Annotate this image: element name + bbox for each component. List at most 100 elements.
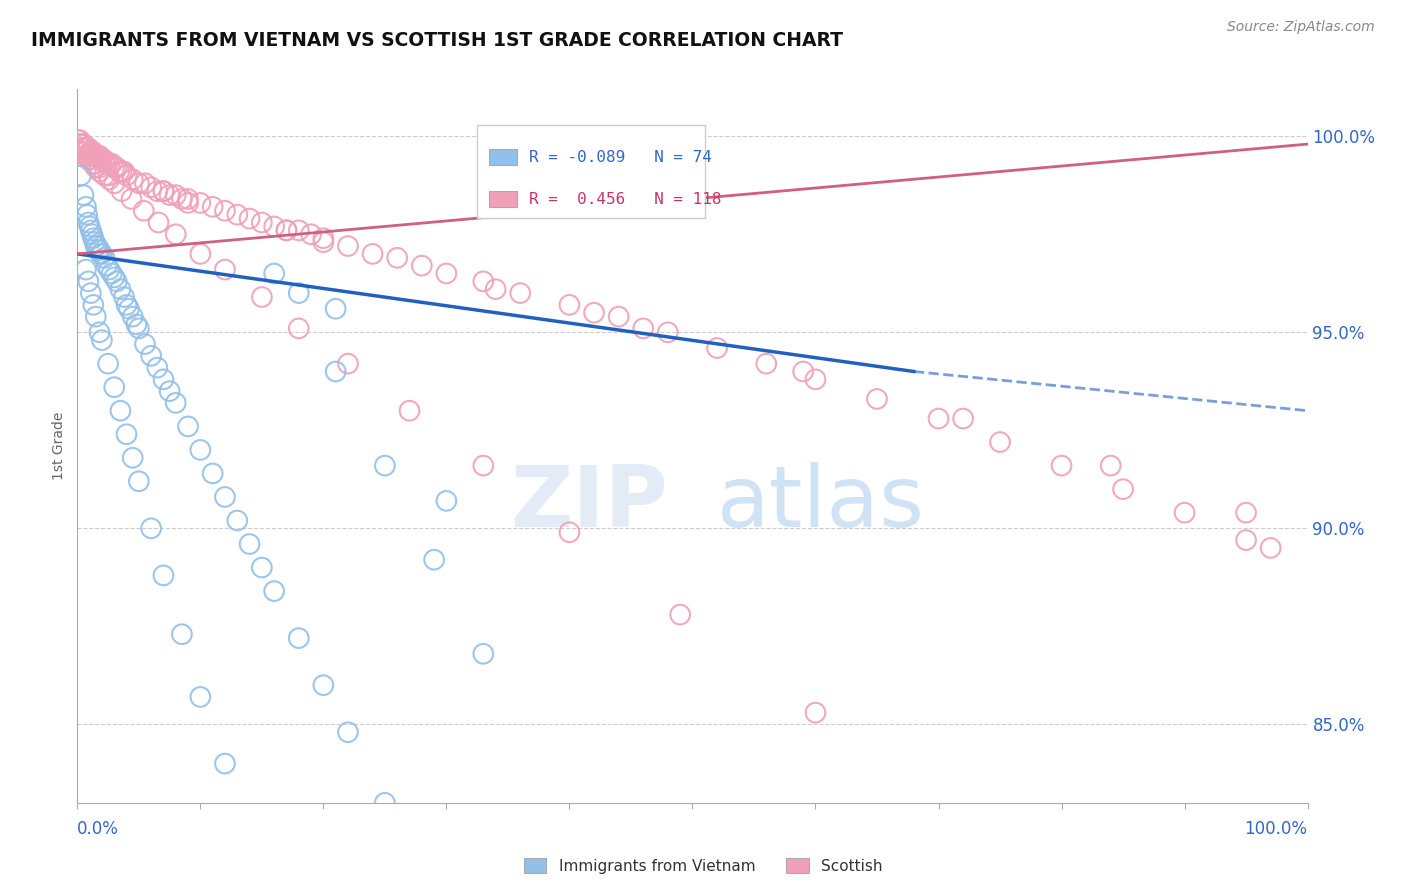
Point [121,310,143,324]
Point [1234,506,1257,520]
Point [75,149,97,163]
Point [250,215,273,229]
Point [84,149,107,163]
Point [70,137,93,152]
Point [177,192,200,206]
Point [83,149,105,163]
Point [75,262,97,277]
Point [165,396,187,410]
Point [89,326,111,340]
Point [105,161,128,175]
Text: atlas: atlas [717,461,925,545]
Point [288,321,311,335]
Point [411,259,433,273]
Point [146,184,169,198]
Point [299,227,322,242]
Point [103,270,125,285]
Point [112,164,135,178]
Point [82,145,104,159]
Point [423,552,446,566]
Point [134,176,156,190]
Point [312,231,335,245]
Point [159,188,181,202]
Point [128,321,150,335]
Point [84,310,107,324]
Point [70,169,93,183]
Point [411,851,433,865]
Point [952,819,974,833]
Point [82,298,104,312]
Point [77,215,100,229]
Point [98,157,121,171]
Point [436,267,458,281]
Point [1174,506,1197,520]
Point [125,318,148,332]
Point [87,149,110,163]
Point [239,211,262,226]
Point [436,494,458,508]
Point [1050,458,1073,473]
Point [288,631,311,645]
Point [190,442,212,457]
Text: ZIP: ZIP [510,461,668,545]
Point [90,153,112,167]
Point [398,403,420,417]
Bar [489,150,516,165]
Point [98,172,121,186]
Point [96,259,118,273]
Point [152,568,174,582]
Point [79,145,101,159]
Point [250,290,273,304]
Point [83,235,105,249]
Point [112,290,135,304]
Point [69,133,91,147]
Point [325,301,347,316]
Point [263,219,285,234]
Point [86,239,108,253]
Point [75,141,97,155]
Point [928,411,950,425]
Point [485,282,508,296]
Point [804,706,827,720]
Point [141,521,163,535]
Point [82,157,104,171]
Point [312,678,335,692]
Point [263,584,285,599]
Point [115,169,138,183]
Point [76,141,98,155]
Point [103,176,125,190]
Bar [489,191,516,207]
Point [472,274,495,288]
Point [170,192,193,206]
Point [89,161,111,175]
Point [77,141,100,155]
Point [337,725,360,739]
Point [72,145,94,159]
Point [159,384,181,398]
Point [97,169,120,183]
Point [288,286,311,301]
Point [83,157,105,171]
Point [201,200,224,214]
Point [103,380,125,394]
Point [77,274,100,288]
Point [110,282,132,296]
Text: Source: ZipAtlas.com: Source: ZipAtlas.com [1227,20,1375,34]
Point [70,141,93,155]
Point [73,141,96,155]
Point [89,243,111,257]
Point [1234,533,1257,547]
Point [250,851,273,865]
Point [148,215,170,229]
Point [214,203,236,218]
Point [70,137,93,152]
Point [134,337,156,351]
Point [80,223,103,237]
Point [312,235,335,249]
Point [93,169,115,183]
Text: R = -0.089   N = 74: R = -0.089 N = 74 [529,150,711,165]
Point [89,149,111,163]
Point [509,286,531,301]
Point [90,247,112,261]
Point [263,267,285,281]
